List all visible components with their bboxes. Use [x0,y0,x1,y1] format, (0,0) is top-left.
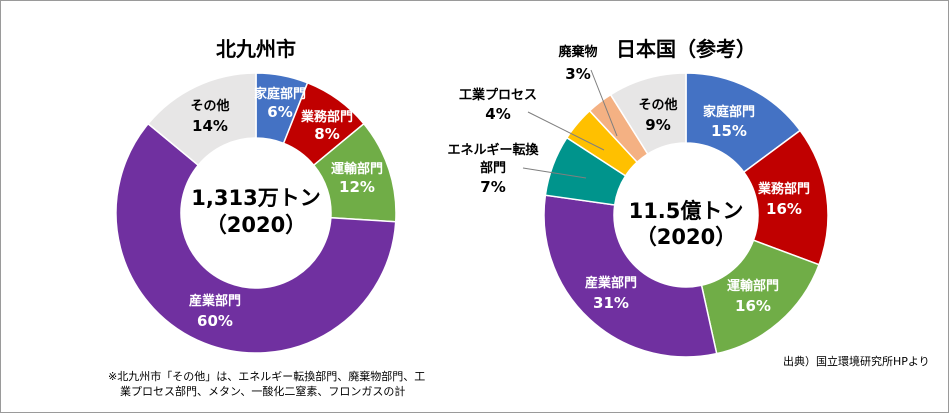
right-pct-waste: 3% [565,65,590,83]
left-label-industry: 産業部門 [189,293,241,309]
left-pct-commercial: 8% [314,125,339,143]
right-pct-energy-conversion: 7% [480,178,505,196]
right-label-commercial: 業務部門 [757,181,810,197]
left-slice-industry [115,122,397,354]
left-label-commercial: 業務部門 [300,109,353,125]
left-label-transport: 運輸部門 [331,161,383,177]
left-pct-industry: 60% [197,312,233,330]
right-label-energy-conversion-line1: エネルギー転換 [447,142,539,158]
left-pct-transport: 12% [339,178,375,196]
leader-energy-conversion [522,167,587,179]
leader-industrial-process [527,111,605,151]
right-center-total: 11.5億トン [629,199,744,223]
right-slice-other [609,72,687,156]
source-note: 出典）国立環境研究所HPより [783,355,930,368]
footnote-line-1: ※北九州市「その他」は、エネルギー転換部門、廃棄物部門、工 [108,370,426,383]
right-label-household: 家庭部門 [703,104,755,120]
left-label-other: その他 [190,98,229,114]
right-label-energy-conversion-line2: 部門 [480,160,506,176]
left-pct-household: 6% [267,103,292,121]
left-chart-title: 北九州市 [216,37,296,61]
right-pct-industry: 31% [593,294,629,312]
right-chart-title: 日本国（参考） [616,37,756,61]
right-label-industrial-process: 工業プロセス [459,87,537,103]
footnote-line-2: 業プロセス部門、メタン、一酸化二窒素、フロンガスの計 [120,385,406,398]
right-pct-industrial-process: 4% [485,105,510,123]
right-label-transport: 運輸部門 [727,278,779,294]
right-label-waste: 廃棄物 [557,44,597,60]
right-center-year: （2020） [636,225,736,249]
left-label-household: 家庭部門 [254,86,306,102]
right-label-industry: 産業部門 [585,275,637,291]
left-center-total: 1,313万トン [191,186,320,210]
right-pct-other: 9% [645,116,670,134]
leader-waste [590,69,618,137]
right-slice-industry [543,194,718,358]
right-label-other: その他 [638,97,677,113]
right-pct-commercial: 16% [766,200,802,218]
left-donut [115,72,397,354]
right-pct-transport: 16% [735,297,771,315]
left-center-year: （2020） [206,213,306,237]
right-pct-household: 15% [711,122,747,140]
left-slice-other [147,72,257,167]
footnote: ※北九州市「その他」は、エネルギー転換部門、廃棄物部門、工 業プロセス部門、メタ… [108,369,425,399]
right-donut [543,72,829,358]
left-pct-other: 14% [192,117,228,135]
